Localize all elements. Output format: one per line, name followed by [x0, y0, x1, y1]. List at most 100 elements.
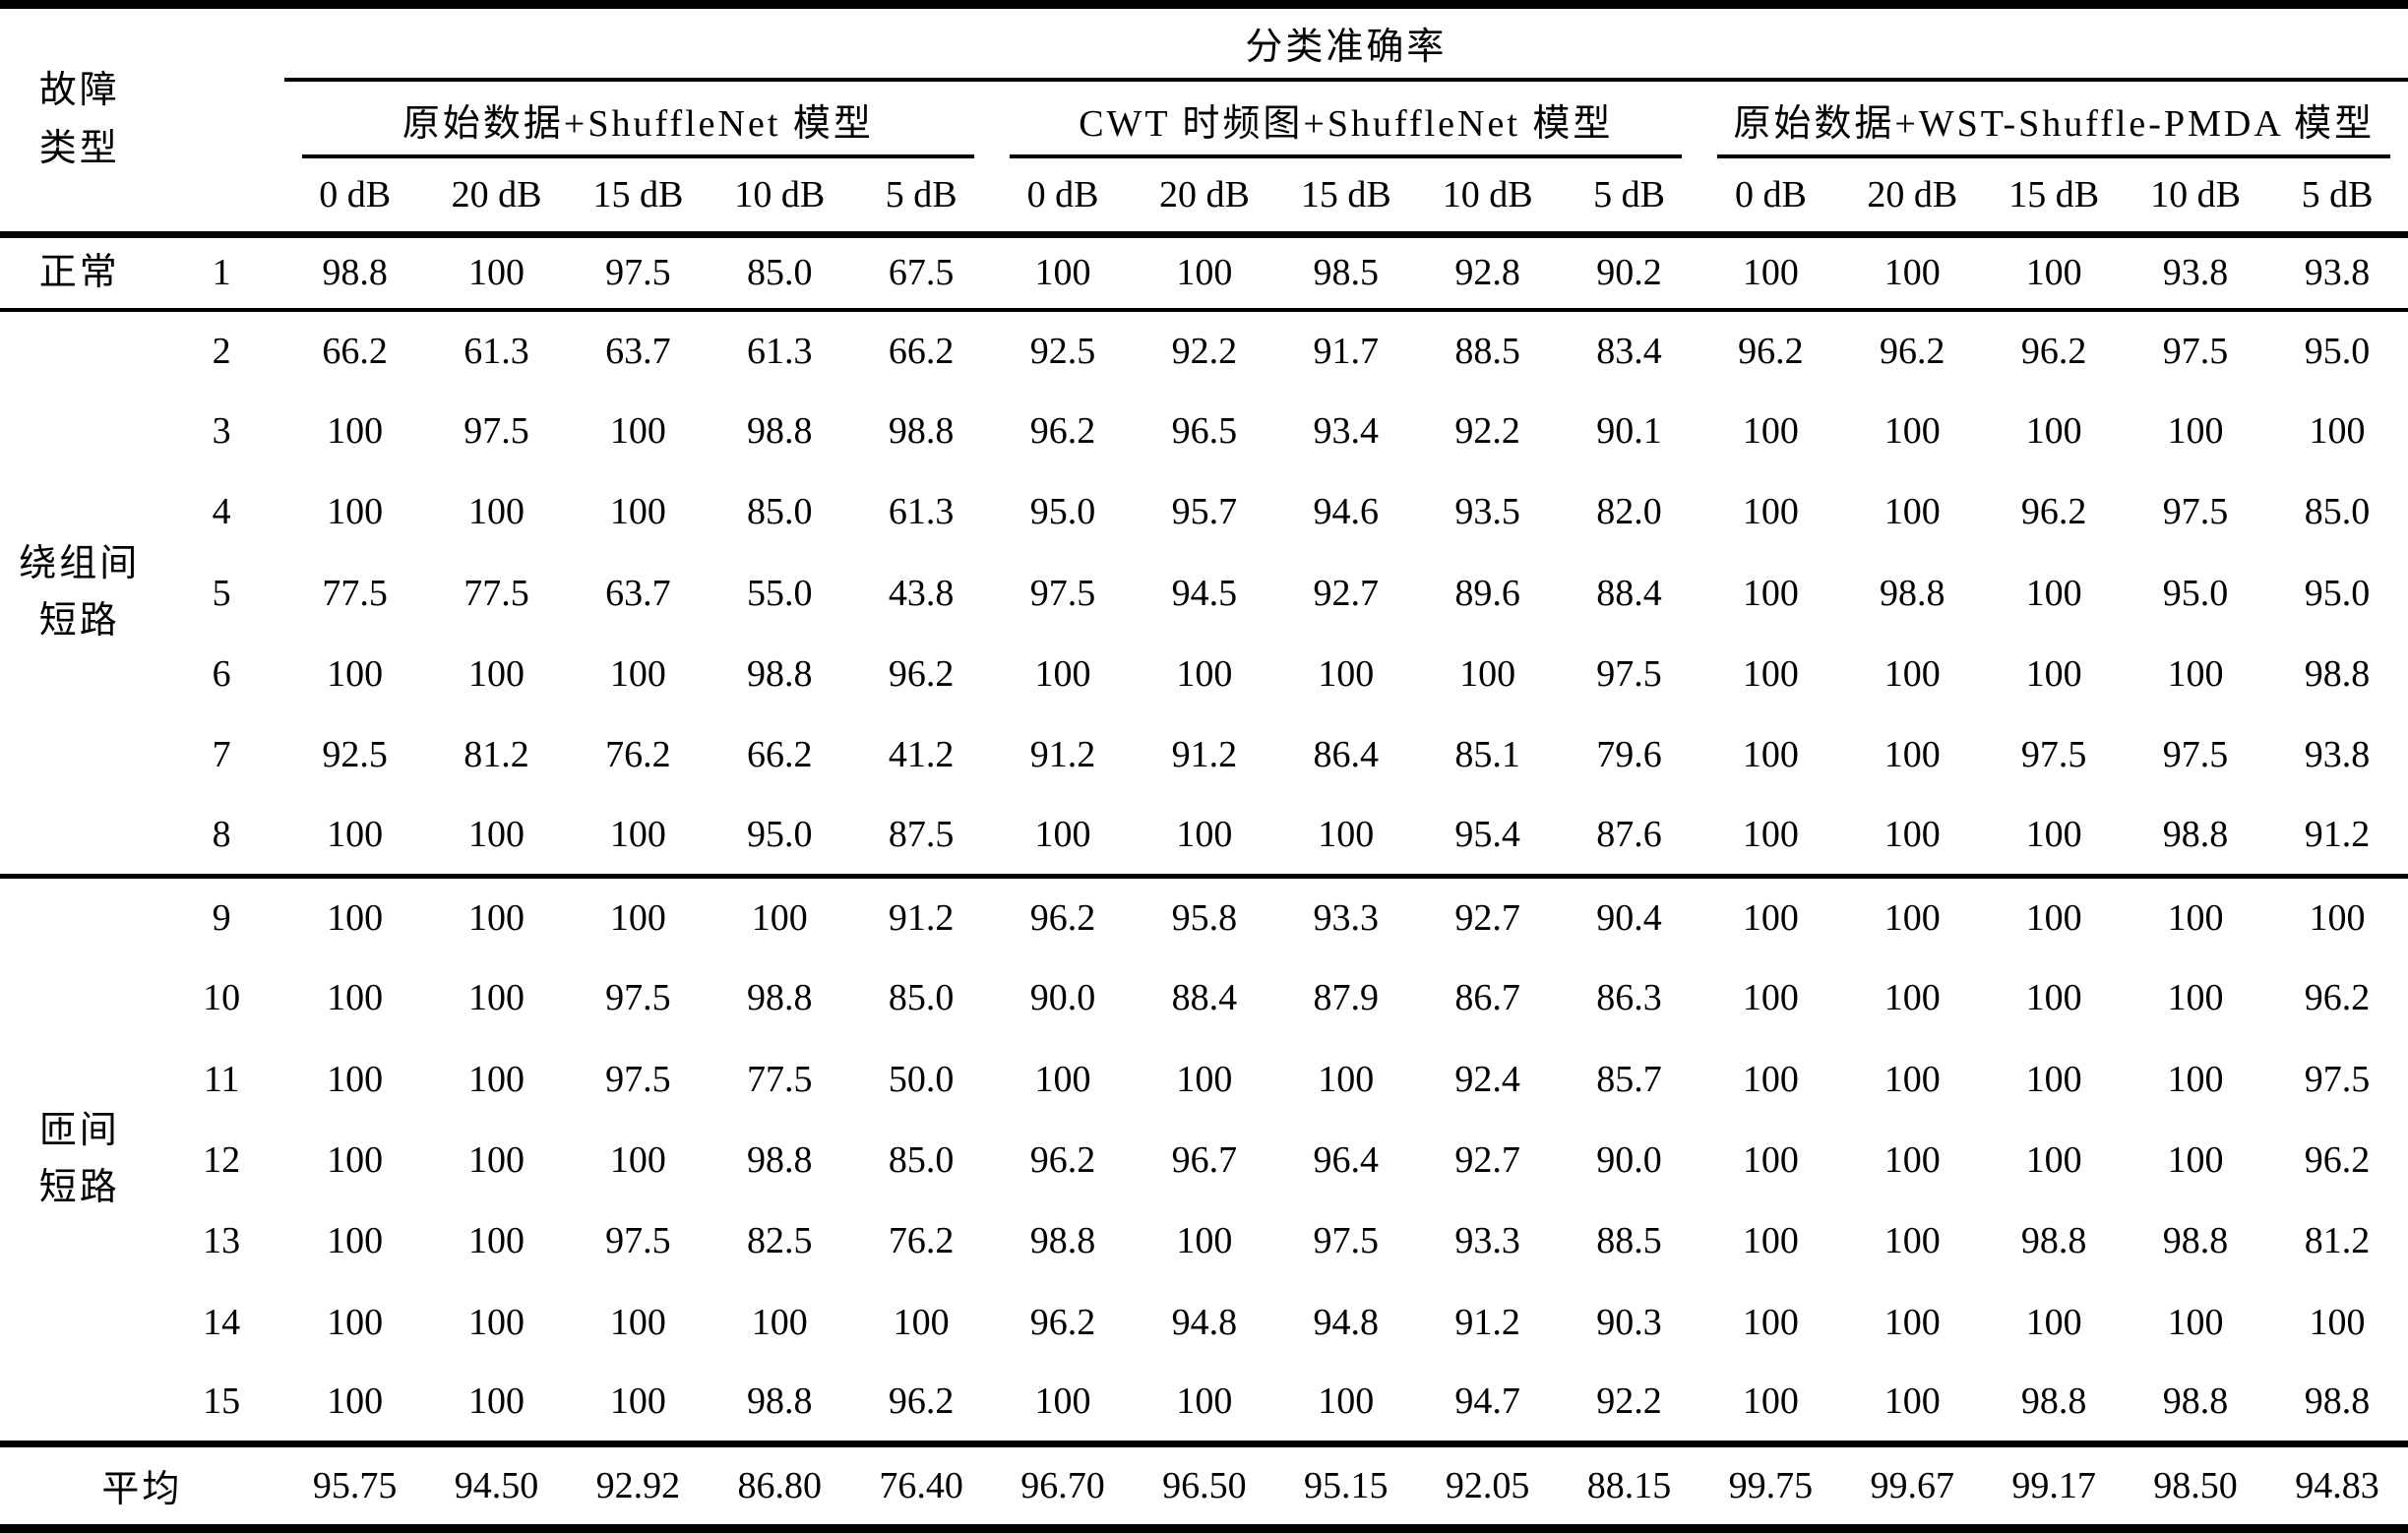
- row-number: 5: [212, 572, 231, 614]
- accuracy-value: 81.2: [2304, 1220, 2371, 1262]
- model-group-label: 原始数据+ShuffleNet 模型: [401, 103, 874, 145]
- average-value: 95.75: [312, 1464, 398, 1506]
- accuracy-value: 100: [1742, 897, 1799, 940]
- accuracy-value: 95.0: [2162, 572, 2229, 614]
- row-number: 4: [212, 491, 231, 533]
- accuracy-header-row: 故障 类型 分类准确率: [0, 4, 2408, 238]
- accuracy-value: 93.4: [1313, 410, 1380, 453]
- accuracy-value: 98.8: [283, 234, 426, 312]
- accuracy-value: 100: [1883, 1058, 1941, 1100]
- accuracy-value: 95.8: [1171, 897, 1238, 940]
- row-number: 9: [212, 897, 231, 940]
- accuracy-value: 85.0: [2304, 491, 2371, 533]
- fault-type-header: 故障 类型: [0, 4, 159, 238]
- accuracy-value: 77.5: [463, 572, 529, 614]
- accuracy-value: 100: [425, 1362, 568, 1447]
- accuracy-value: 63.7: [605, 330, 671, 372]
- accuracy-value: 96.4: [1313, 1138, 1380, 1181]
- category-label: 绕组间 短路: [0, 309, 159, 880]
- table-row: 正常 1 98.8 100 97.5 85.0 67.5 100 100 98.5 92.8 90.2…: [0, 234, 2408, 312]
- accuracy-value: 100: [2167, 1138, 2224, 1181]
- accuracy-value: 97.5: [1029, 572, 1096, 614]
- accuracy-value: 77.5: [747, 1058, 813, 1100]
- accuracy-value: 92.7: [1313, 572, 1380, 614]
- average-value: 92.05: [1445, 1464, 1530, 1506]
- db-header: 10 dB: [2125, 157, 2266, 238]
- accuracy-value: 100: [2167, 897, 2224, 940]
- accuracy-value: 100: [468, 491, 525, 533]
- accuracy-value: 82.5: [747, 1220, 813, 1262]
- accuracy-value: 100: [1883, 410, 1941, 453]
- accuracy-value: 100: [1883, 977, 1941, 1019]
- accuracy-value: 100: [567, 795, 710, 880]
- accuracy-value: 98.8: [2265, 1362, 2408, 1447]
- accuracy-value: 76.2: [605, 734, 671, 776]
- accuracy-value: 98.8: [747, 410, 813, 453]
- accuracy-value: 96.2: [2304, 977, 2371, 1019]
- accuracy-value: 100: [1841, 795, 1984, 880]
- accuracy-value: 97.5: [2304, 1058, 2371, 1100]
- accuracy-value: 97.5: [605, 977, 671, 1019]
- accuracy-value: 96.2: [1029, 410, 1096, 453]
- accuracy-value: 88.5: [1596, 1220, 1662, 1262]
- accuracy-value: 85.7: [1596, 1058, 1662, 1100]
- accuracy-value: 100: [1742, 734, 1799, 776]
- accuracy-value: 100: [1699, 795, 1842, 880]
- accuracy-value: 85.0: [888, 977, 955, 1019]
- table-row: 6 100 100 100 98.8 96.2 100 100 100 100 97.5 100 100…: [0, 634, 2408, 714]
- row-number: 1: [158, 234, 284, 312]
- row-number: 11: [203, 1058, 240, 1100]
- accuracy-value: 100: [1742, 1220, 1799, 1262]
- accuracy-value: 96.2: [1880, 330, 1945, 372]
- accuracy-value: 86.3: [1596, 977, 1662, 1019]
- accuracy-value: 93.8: [2125, 234, 2266, 312]
- accuracy-value: 100: [893, 1301, 950, 1343]
- accuracy-value: 100: [2309, 897, 2366, 940]
- accuracy-value: 96.2: [888, 653, 955, 696]
- row-number: 14: [203, 1301, 241, 1343]
- accuracy-value: 98.8: [747, 977, 813, 1019]
- accuracy-value: 97.5: [2162, 491, 2229, 533]
- accuracy-value: 100: [1699, 1362, 1842, 1447]
- accuracy-value: 86.4: [1313, 734, 1380, 776]
- accuracy-value: 100: [327, 491, 384, 533]
- db-header: 0 dB: [992, 157, 1134, 238]
- row-number: 8: [158, 795, 284, 880]
- accuracy-value: 85.0: [888, 1138, 955, 1181]
- accuracy-value: 100: [283, 795, 426, 880]
- accuracy-value: 97.5: [567, 234, 710, 312]
- accuracy-value: 100: [1742, 1301, 1799, 1343]
- accuracy-value: 77.5: [322, 572, 388, 614]
- accuracy-value: 98.8: [2020, 1220, 2087, 1262]
- accuracy-value: 91.2: [1029, 734, 1096, 776]
- accuracy-value: 100: [327, 977, 384, 1019]
- accuracy-value: 85.0: [709, 234, 851, 312]
- accuracy-value: 87.5: [850, 795, 993, 880]
- db-header: 5 dB: [850, 157, 993, 238]
- accuracy-value: 100: [1176, 653, 1233, 696]
- accuracy-value: 95.0: [2304, 330, 2371, 372]
- accuracy-value: 98.8: [1029, 1220, 1096, 1262]
- accuracy-value: 92.2: [1171, 330, 1238, 372]
- accuracy-value: 100: [468, 1138, 525, 1181]
- accuracy-value: 100: [468, 1301, 525, 1343]
- accuracy-value: 100: [327, 410, 384, 453]
- accuracy-value: 61.3: [463, 330, 529, 372]
- model-group-label: 原始数据+WST-Shuffle-PMDA 模型: [1733, 103, 2376, 145]
- accuracy-value: 61.3: [888, 491, 955, 533]
- accuracy-value: 98.8: [2304, 653, 2371, 696]
- accuracy-value: 94.7: [1416, 1362, 1559, 1447]
- row-number: 10: [203, 977, 241, 1019]
- average-value: 94.50: [454, 1464, 539, 1506]
- accuracy-value: 96.2: [1029, 897, 1096, 940]
- accuracy-value: 100: [2025, 572, 2082, 614]
- accuracy-value: 100: [992, 1362, 1134, 1447]
- accuracy-value: 100: [2167, 653, 2224, 696]
- accuracy-value: 100: [1883, 653, 1941, 696]
- accuracy-value: 100: [1883, 491, 1941, 533]
- average-value: 96.50: [1162, 1464, 1247, 1506]
- accuracy-value: 100: [1883, 1301, 1941, 1343]
- category-label-line: 短路: [38, 1167, 120, 1209]
- accuracy-value: 100: [1176, 1058, 1233, 1100]
- accuracy-value: 91.2: [1454, 1301, 1520, 1343]
